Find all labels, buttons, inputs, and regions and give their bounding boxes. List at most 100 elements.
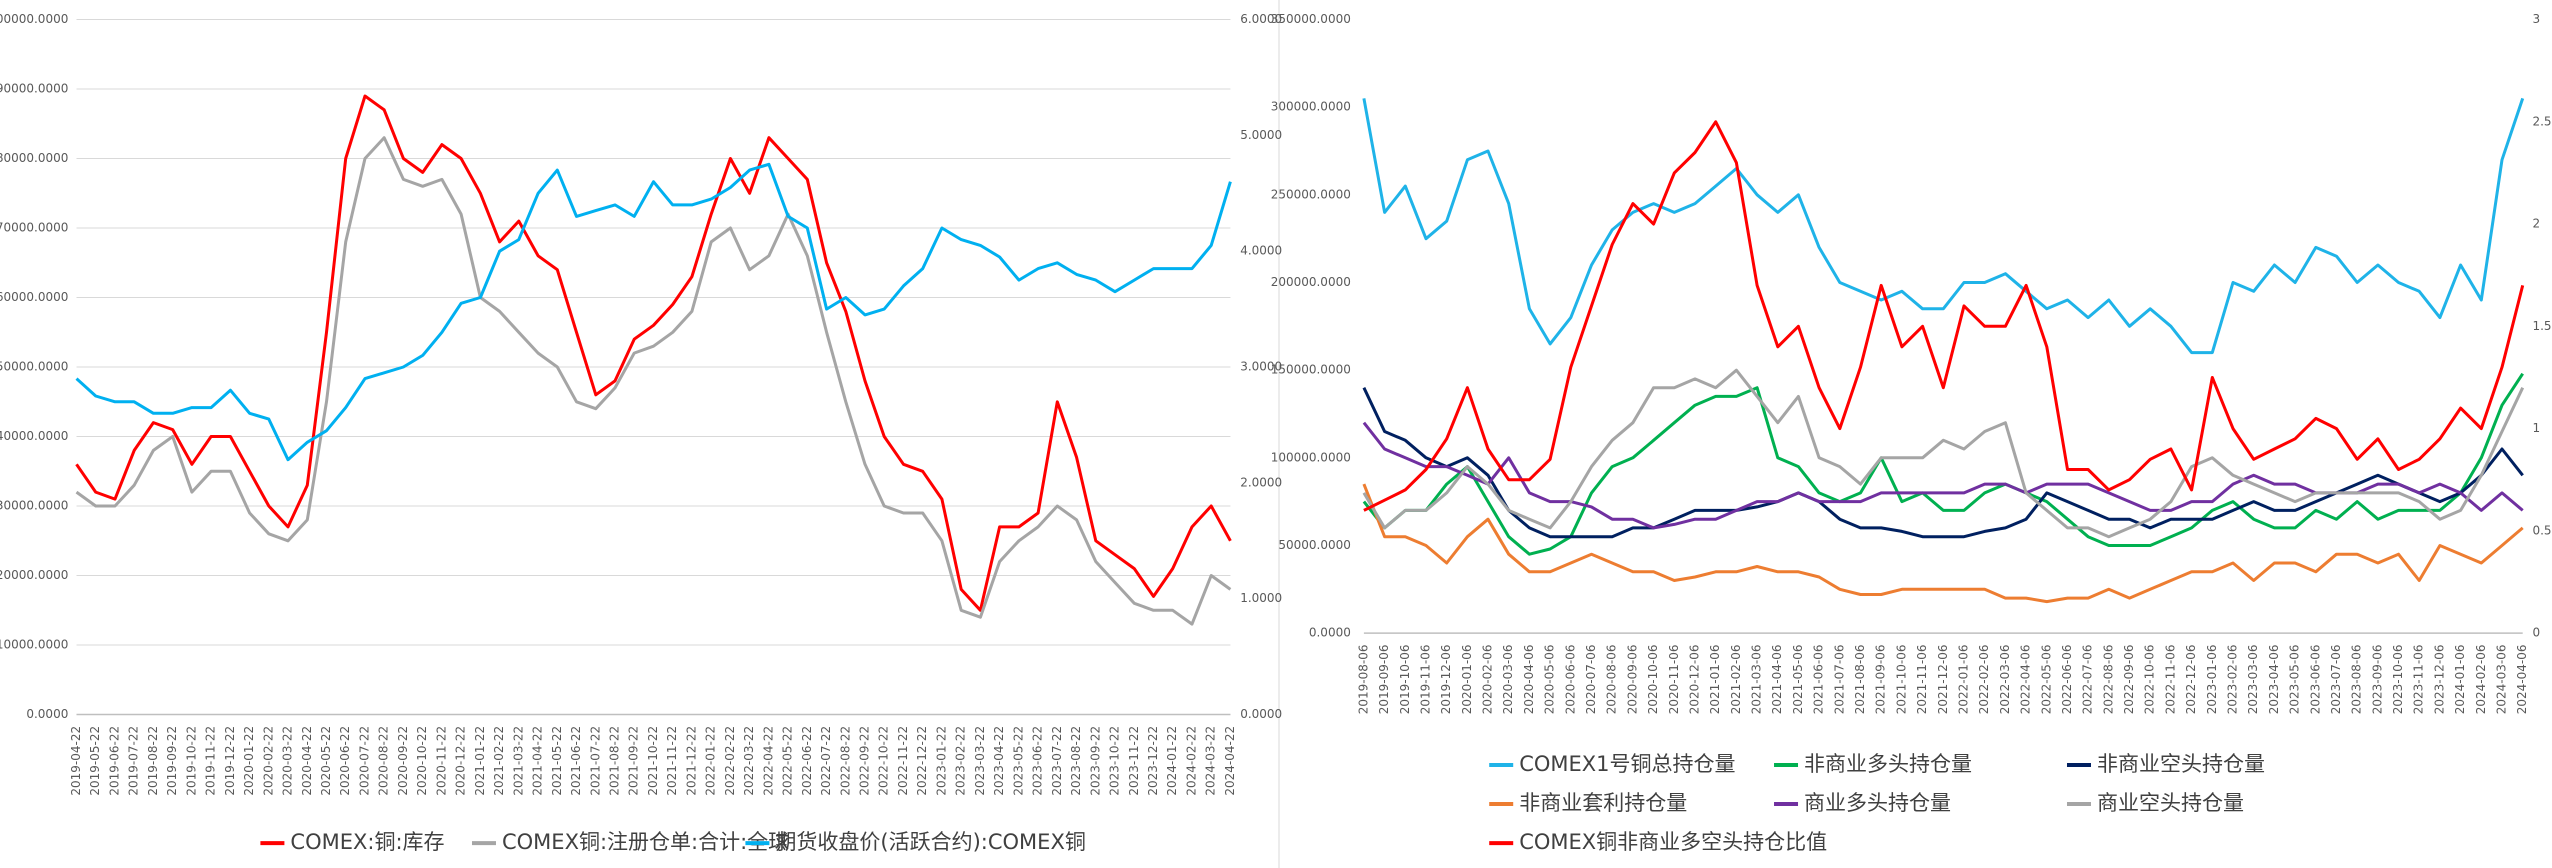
x-tick-label: 2022-11-22 xyxy=(896,726,910,796)
x-tick-label: 2020-09-22 xyxy=(396,726,410,796)
x-tick-label: 2023-06-22 xyxy=(1031,726,1045,796)
x-tick-label: 2021-09-22 xyxy=(627,726,641,796)
x-tick-label: 2020-02-06 xyxy=(1481,645,1495,715)
x-tick-label: 2021-05-22 xyxy=(550,726,564,796)
x-tick-label: 2022-09-22 xyxy=(858,726,872,796)
x-tick-label: 2023-02-22 xyxy=(954,726,968,796)
x-tick-label: 2019-04-22 xyxy=(69,726,83,796)
x-tick-label: 2021-08-06 xyxy=(1853,645,1867,715)
x-tick-label: 2019-11-06 xyxy=(1418,645,1432,715)
series-line xyxy=(1363,120,2525,512)
x-tick-label: 2023-12-22 xyxy=(1146,726,1160,796)
x-tick-label: 2021-09-06 xyxy=(1874,645,1888,715)
legend-label: 商业空头持仓量 xyxy=(2097,791,2244,815)
x-tick-label: 2022-08-22 xyxy=(838,726,852,796)
x-tick-label: 2021-11-22 xyxy=(665,726,679,796)
x-tick-label: 2020-03-06 xyxy=(1501,645,1515,715)
x-tick-label: 2023-07-06 xyxy=(2329,645,2343,715)
x-tick-label: 2020-12-06 xyxy=(1687,645,1701,715)
x-tick-label: 2024-02-22 xyxy=(1184,726,1198,796)
x-tick-label: 2019-08-06 xyxy=(1356,645,1370,715)
y2-tick-label: 2.0000 xyxy=(1240,475,1282,489)
x-tick-label: 2020-06-22 xyxy=(338,726,352,796)
y2-tick-label: 3 xyxy=(2532,12,2540,26)
x-tick-label: 2024-02-06 xyxy=(2474,645,2488,715)
x-tick-label: 2023-03-22 xyxy=(973,726,987,796)
y-tick-label: 70000.0000 xyxy=(0,221,68,235)
y2-tick-label: 5.0000 xyxy=(1240,128,1282,142)
x-tick-label: 2019-05-22 xyxy=(88,726,102,796)
x-tick-label: 2022-01-22 xyxy=(704,726,718,796)
x-tick-label: 2022-10-06 xyxy=(2143,645,2157,715)
x-tick-label: 2020-07-22 xyxy=(357,726,371,796)
x-tick-label: 2021-11-06 xyxy=(1915,645,1929,715)
legend-label: 商业多头持仓量 xyxy=(1804,791,1951,815)
x-tick-label: 2022-12-06 xyxy=(2184,645,2198,715)
x-tick-label: 2022-02-06 xyxy=(1977,645,1991,715)
x-tick-label: 2021-08-22 xyxy=(607,726,621,796)
x-tick-label: 2021-12-06 xyxy=(1936,645,1950,715)
x-tick-label: 2022-05-06 xyxy=(2039,645,2053,715)
x-tick-label: 2023-09-06 xyxy=(2370,645,2384,715)
x-tick-label: 2022-01-06 xyxy=(1956,645,1970,715)
y2-tick-label: 0 xyxy=(2532,626,2540,640)
y-tick-label: 40000.0000 xyxy=(0,429,68,443)
y-tick-label: 10000.0000 xyxy=(0,637,68,651)
x-tick-label: 2023-08-22 xyxy=(1069,726,1083,796)
x-tick-label: 2020-10-22 xyxy=(415,726,429,796)
x-tick-label: 2021-06-22 xyxy=(569,726,583,796)
x-tick-label: 2022-07-06 xyxy=(2081,645,2095,715)
y-tick-label: 60000.0000 xyxy=(0,290,68,304)
x-tick-label: 2022-03-22 xyxy=(742,726,756,796)
x-tick-label: 2023-08-06 xyxy=(2350,645,2364,715)
x-tick-label: 2021-10-22 xyxy=(646,726,660,796)
y2-tick-label: 1 xyxy=(2532,421,2540,435)
x-tick-label: 2019-10-22 xyxy=(184,726,198,796)
x-tick-label: 2021-03-06 xyxy=(1750,645,1764,715)
x-tick-label: 2019-09-06 xyxy=(1377,645,1391,715)
y2-tick-label: 4.0000 xyxy=(1240,244,1282,258)
x-tick-label: 2020-02-22 xyxy=(261,726,275,796)
x-tick-label: 2020-05-06 xyxy=(1543,645,1557,715)
y-tick-label: 200000.0000 xyxy=(1271,275,1351,289)
x-tick-label: 2020-03-22 xyxy=(281,726,295,796)
x-tick-label: 2023-04-22 xyxy=(992,726,1006,796)
legend-label: 非商业多头持仓量 xyxy=(1804,752,1972,776)
y2-tick-label: 1.0000 xyxy=(1240,591,1282,605)
x-tick-label: 2021-04-06 xyxy=(1770,645,1784,715)
x-tick-label: 2024-01-06 xyxy=(2453,645,2467,715)
x-tick-label: 2019-08-22 xyxy=(146,726,160,796)
x-tick-label: 2024-04-22 xyxy=(1223,726,1237,796)
series-line xyxy=(1362,483,2524,604)
legend-label: COMEX:铜:库存 xyxy=(290,830,444,854)
y2-tick-label: 1.5 xyxy=(2532,319,2551,333)
x-tick-label: 2022-09-06 xyxy=(2122,645,2136,715)
legend-label: COMEX1号铜总持仓量 xyxy=(1519,752,1735,776)
x-tick-label: 2022-06-06 xyxy=(2060,645,2074,715)
x-tick-label: 2022-06-22 xyxy=(800,726,814,796)
x-tick-label: 2020-08-06 xyxy=(1605,645,1619,715)
y-tick-label: 20000.0000 xyxy=(0,568,68,582)
y-tick-label: 150000.0000 xyxy=(1271,363,1351,377)
x-tick-label: 2021-01-06 xyxy=(1708,645,1722,715)
x-tick-label: 2021-05-06 xyxy=(1791,645,1805,715)
legend-label: COMEX铜非商业多空头持仓比值 xyxy=(1519,830,1827,854)
x-tick-label: 2021-01-22 xyxy=(473,726,487,796)
y-tick-label: 90000.0000 xyxy=(0,82,68,96)
series-line xyxy=(75,94,1232,612)
x-tick-label: 2023-12-06 xyxy=(2432,645,2446,715)
x-tick-label: 2023-01-06 xyxy=(2205,645,2219,715)
x-tick-label: 2022-04-06 xyxy=(2019,645,2033,715)
x-tick-label: 2022-04-22 xyxy=(761,726,775,796)
x-tick-label: 2022-03-06 xyxy=(1998,645,2012,715)
x-tick-label: 2023-07-22 xyxy=(1050,726,1064,796)
x-tick-label: 2020-11-06 xyxy=(1667,645,1681,715)
x-tick-label: 2024-03-22 xyxy=(1204,726,1218,796)
series-line xyxy=(1362,372,2524,556)
x-tick-label: 2022-02-22 xyxy=(723,726,737,796)
x-tick-label: 2020-06-06 xyxy=(1563,645,1577,715)
x-tick-label: 2022-11-06 xyxy=(2163,645,2177,715)
y-tick-label: 50000.0000 xyxy=(0,360,68,374)
